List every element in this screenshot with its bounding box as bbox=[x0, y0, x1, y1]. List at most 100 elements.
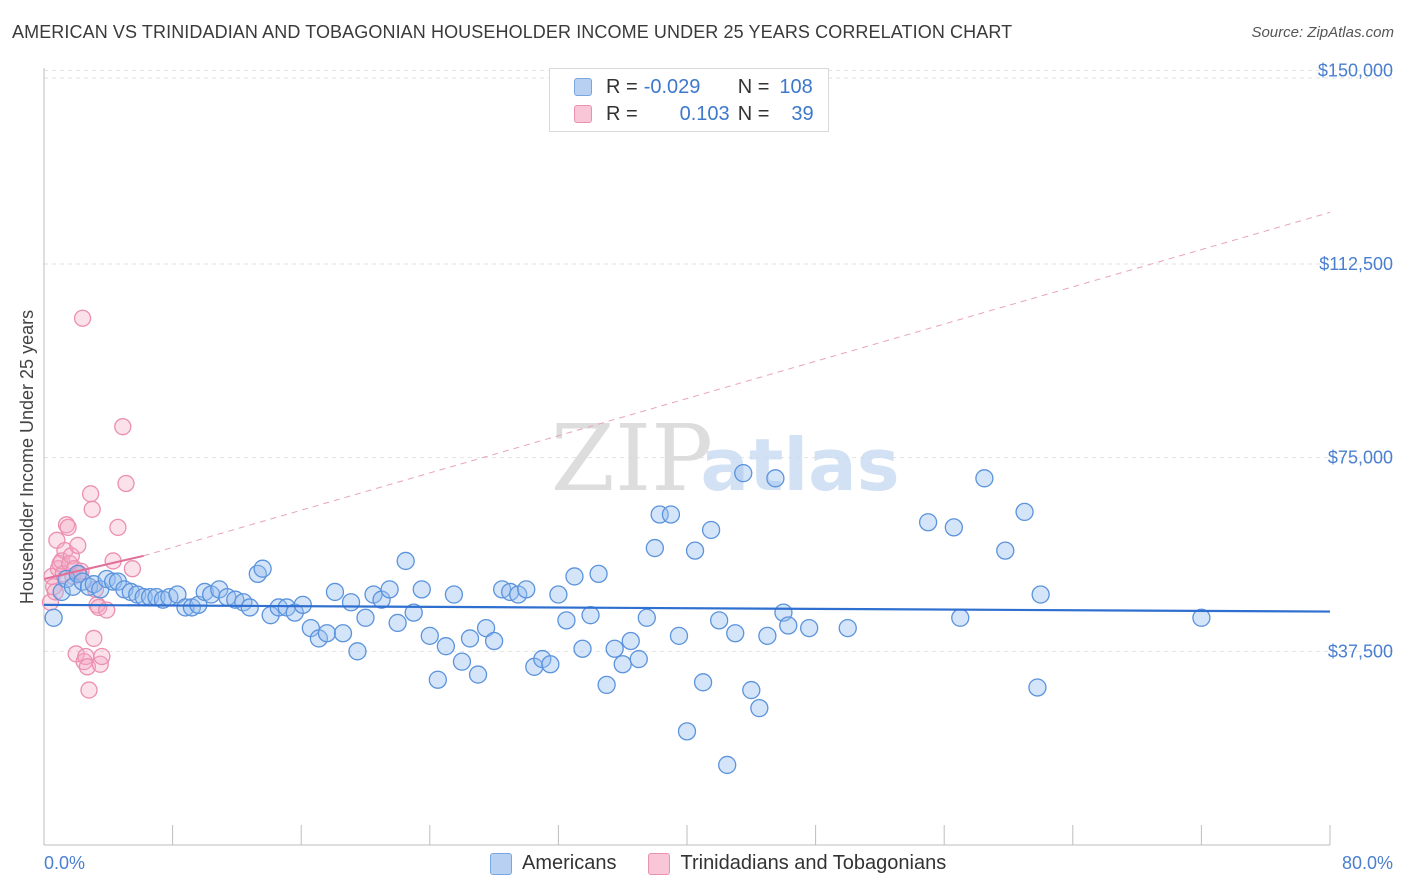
data-point-americans bbox=[468, 665, 488, 684]
data-point-americans bbox=[677, 722, 697, 741]
data-point-americans bbox=[750, 698, 769, 718]
data-point-americans bbox=[436, 637, 456, 656]
r-value: 0.103 bbox=[679, 102, 730, 125]
data-point-americans bbox=[452, 652, 472, 671]
axes bbox=[43, 68, 1331, 846]
data-point-americans bbox=[541, 655, 560, 674]
trend-lines bbox=[43, 211, 1331, 613]
data-point-americans bbox=[428, 670, 447, 689]
legend-label-americans: Americans bbox=[522, 852, 617, 874]
data-point-americans bbox=[645, 538, 664, 558]
data-point-americans bbox=[758, 626, 777, 645]
data-point-americans bbox=[621, 631, 640, 651]
n-label: N = bbox=[737, 102, 770, 125]
data-point-americans bbox=[253, 559, 272, 578]
legend-swatch-trinidadians bbox=[574, 105, 592, 123]
data-point-americans bbox=[325, 582, 345, 602]
data-point-americans bbox=[685, 541, 705, 560]
legend-swatch-americans bbox=[574, 78, 592, 96]
data-point-americans bbox=[44, 608, 63, 627]
data-point-americans bbox=[460, 629, 480, 648]
data-point-americans bbox=[404, 603, 423, 622]
data-point-americans bbox=[476, 618, 496, 638]
x-tick-label: 0.0% bbox=[44, 853, 85, 873]
data-point-americans bbox=[693, 673, 713, 692]
data-point-trinidadians bbox=[81, 485, 100, 503]
gridlines bbox=[44, 69, 1392, 652]
correlation-legend: R = -0.029 N = 108 R = 0.103 N = 39 bbox=[549, 68, 829, 132]
data-point-americans bbox=[549, 585, 568, 604]
data-point-trinidadians bbox=[117, 474, 135, 493]
data-point-trinidadians bbox=[85, 629, 103, 648]
data-point-americans bbox=[517, 580, 536, 599]
data-point-americans bbox=[944, 518, 963, 537]
data-point-americans bbox=[565, 567, 584, 586]
data-point-americans bbox=[779, 616, 798, 635]
series-legend: Americans Trinidadians and Tobagonians bbox=[490, 852, 978, 875]
data-point-trinidadians bbox=[59, 518, 77, 537]
data-point-americans bbox=[637, 608, 656, 627]
data-point-americans bbox=[975, 469, 994, 488]
data-point-americans bbox=[1031, 585, 1050, 604]
data-point-americans bbox=[341, 593, 361, 612]
data-point-americans bbox=[293, 595, 312, 615]
data-point-americans bbox=[838, 618, 857, 638]
x-tick-labels: 0.0% 80.0% bbox=[44, 853, 1393, 873]
r-label: R = bbox=[606, 102, 638, 125]
data-point-americans bbox=[573, 639, 592, 658]
data-point-americans bbox=[168, 585, 187, 604]
data-point-americans bbox=[742, 680, 761, 700]
legend-row-americans: R = -0.029 N = 108 bbox=[574, 75, 813, 99]
legend-item-americans: Americans bbox=[490, 852, 616, 875]
data-point-americans bbox=[669, 626, 689, 645]
data-point-americans bbox=[918, 513, 938, 532]
data-point-americans bbox=[484, 631, 504, 651]
watermark: ZIP atlas bbox=[551, 405, 900, 512]
source-label: Source: ZipAtlas.com bbox=[1251, 24, 1394, 41]
data-point-americans bbox=[629, 649, 648, 669]
data-point-americans bbox=[581, 606, 600, 625]
y-tick-label: $150,000 bbox=[1318, 60, 1393, 80]
legend-row-trinidadians: R = 0.103 N = 39 bbox=[574, 102, 814, 126]
data-point-trinidadians bbox=[114, 418, 132, 436]
data-point-trinidadians bbox=[93, 647, 111, 666]
data-point-americans bbox=[333, 624, 353, 643]
data-point-americans bbox=[356, 608, 375, 627]
data-point-americans bbox=[710, 611, 729, 630]
r-value: -0.029 bbox=[643, 75, 701, 98]
trend-line-trinidadians-extended bbox=[143, 211, 1331, 557]
watermark-zip: ZIP bbox=[551, 405, 713, 512]
n-value: 39 bbox=[791, 102, 814, 125]
x-tick-label: 80.0% bbox=[1342, 853, 1393, 873]
legend-label-trinidadians: Trinidadians and Tobagonians bbox=[680, 852, 947, 874]
data-point-americans bbox=[388, 613, 407, 633]
data-point-americans bbox=[589, 564, 608, 584]
data-point-americans bbox=[613, 655, 632, 674]
trend-line-americans bbox=[43, 603, 1331, 613]
y-tick-label: $37,500 bbox=[1328, 641, 1393, 661]
trend-line-trinidadians bbox=[43, 554, 144, 581]
data-point-americans bbox=[444, 585, 464, 604]
data-point-americans bbox=[396, 551, 415, 571]
data-point-americans bbox=[766, 469, 785, 488]
data-point-americans bbox=[557, 611, 576, 630]
data-point-americans bbox=[661, 505, 681, 524]
data-point-americans bbox=[240, 598, 259, 617]
data-point-trinidadians bbox=[62, 547, 80, 565]
data-point-trinidadians bbox=[46, 583, 64, 601]
data-point-americans bbox=[605, 639, 624, 658]
data-point-trinidadians bbox=[123, 560, 142, 578]
watermark-atlas: atlas bbox=[700, 423, 899, 507]
data-point-americans bbox=[380, 580, 399, 599]
y-tick-label: $75,000 bbox=[1328, 448, 1393, 468]
data-point-americans bbox=[996, 541, 1015, 560]
data-point-americans bbox=[412, 580, 431, 599]
y-tick-label: $112,500 bbox=[1319, 254, 1393, 274]
legend-item-trinidadians: Trinidadians and Tobagonians bbox=[648, 852, 946, 875]
data-point-americans bbox=[317, 624, 337, 643]
data-point-trinidadians bbox=[73, 309, 92, 327]
data-point-trinidadians bbox=[78, 658, 97, 676]
data-point-trinidadians bbox=[109, 518, 127, 537]
series-trinidadians-points bbox=[41, 309, 142, 699]
